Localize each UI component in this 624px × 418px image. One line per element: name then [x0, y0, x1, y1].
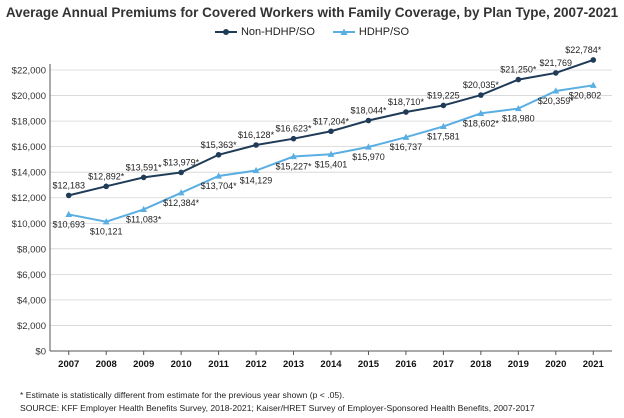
x-tick-label: 2012 [245, 359, 266, 370]
data-point [215, 151, 222, 158]
data-label: $10,121 [90, 227, 123, 237]
data-point [103, 183, 109, 190]
x-tick-label: 2007 [58, 359, 79, 370]
x-tick-label: 2014 [320, 359, 342, 370]
legend-swatch-non-hdhp [214, 29, 237, 35]
data-point [477, 109, 485, 117]
data-point [65, 192, 72, 199]
legend-label-non-hdhp: Non-HDHP/SO [240, 26, 315, 38]
data-label: $10,693 [52, 219, 85, 229]
data-label: $17,204* [313, 116, 350, 126]
x-tick-label: 2019 [508, 359, 529, 370]
x-tick-label: 2015 [358, 359, 380, 370]
data-label: $12,183 [52, 180, 85, 190]
data-label: $12,892* [88, 171, 125, 181]
legend-item-hdhp: HDHP/SO [332, 26, 410, 38]
data-label: $14,129 [240, 176, 273, 186]
data-label: $18,602* [463, 118, 500, 128]
x-tick-label: 2017 [433, 359, 454, 370]
x-tick-label: 2018 [470, 359, 491, 370]
x-tick-label: 2021 [583, 359, 605, 370]
data-point [589, 81, 597, 88]
data-point [365, 117, 372, 124]
x-tick-label: 2016 [395, 359, 416, 370]
series-line-non-hdhp [68, 59, 594, 197]
y-tick-label: $14,000 [12, 168, 46, 179]
data-label: $18,710* [388, 97, 425, 107]
data-label: $19,225 [427, 90, 460, 100]
y-tick-label: $16,000 [12, 142, 46, 153]
legend-swatch-hdhp [332, 28, 355, 35]
data-label: $18,980 [502, 114, 535, 124]
data-point [403, 109, 409, 115]
data-point [440, 122, 447, 130]
x-tick-label: 2009 [133, 359, 154, 370]
y-tick-label: $4,000 [17, 295, 46, 306]
data-point [402, 133, 410, 140]
data-point [252, 166, 260, 174]
chart-title: Average Annual Premiums for Covered Work… [5, 5, 619, 20]
data-point [102, 218, 110, 225]
data-label: $20,359* [538, 96, 575, 106]
x-tick-label: 2008 [96, 359, 117, 370]
data-point [253, 142, 259, 148]
data-label: $13,979* [163, 157, 200, 167]
data-label: $15,363* [201, 140, 238, 150]
data-point [515, 76, 522, 83]
data-point [514, 104, 522, 112]
data-point [478, 92, 484, 98]
data-label: $12,384* [163, 198, 200, 208]
legend-label-hdhp: HDHP/SO [358, 26, 410, 38]
data-point [140, 174, 147, 181]
data-label: $13,704* [201, 181, 238, 191]
y-tick-label: $10,000 [12, 219, 46, 230]
data-point [365, 143, 372, 150]
data-label: $16,623* [276, 124, 313, 134]
x-tick-label: 2011 [208, 359, 229, 370]
data-label: $16,128* [238, 130, 275, 140]
y-tick-label: $8,000 [17, 244, 46, 255]
data-point [553, 70, 559, 76]
y-tick-label: $0 [35, 347, 46, 358]
data-point [327, 150, 335, 157]
data-label: $13,591* [126, 162, 163, 172]
data-point [290, 152, 297, 160]
x-tick-label: 2013 [283, 359, 304, 370]
data-point [140, 205, 148, 213]
data-label: $20,802 [569, 90, 602, 100]
data-label: $21,250* [500, 65, 537, 75]
data-label: $20,035* [463, 80, 500, 90]
y-tick-label: $6,000 [17, 270, 46, 281]
legend-item-non-hdhp: Non-HDHP/SO [214, 26, 315, 38]
y-tick-label: $12,000 [12, 193, 46, 204]
data-point [290, 135, 297, 142]
data-label: $15,401 [315, 159, 348, 169]
x-tick-label: 2020 [545, 359, 566, 370]
data-point [215, 172, 222, 179]
y-tick-label: $22,000 [12, 66, 46, 77]
y-tick-label: $20,000 [12, 91, 46, 102]
chart-legend: Non-HDHP/SO HDHP/SO [0, 26, 624, 38]
data-label: $21,769 [540, 58, 573, 68]
data-point [328, 128, 334, 135]
y-tick-label: $2,000 [17, 321, 46, 332]
data-label: $11,083* [126, 214, 162, 224]
data-label: $15,970 [352, 152, 385, 162]
data-label: $17,581 [427, 131, 460, 141]
data-label: $15,227* [276, 162, 313, 172]
x-tick-label: 2010 [171, 359, 192, 370]
data-label: $22,784* [565, 45, 602, 55]
data-label: $16,737 [390, 142, 423, 152]
footnote-significance: * Estimate is statistically different fr… [20, 390, 345, 400]
data-point [178, 169, 184, 176]
data-point [552, 87, 560, 94]
data-label: $18,044* [350, 106, 387, 116]
data-point [177, 189, 185, 196]
data-point [590, 57, 597, 63]
data-point [65, 210, 73, 218]
footnote-source: SOURCE: KFF Employer Health Benefits Sur… [20, 403, 535, 413]
data-point [440, 102, 447, 109]
y-tick-label: $18,000 [12, 117, 46, 128]
